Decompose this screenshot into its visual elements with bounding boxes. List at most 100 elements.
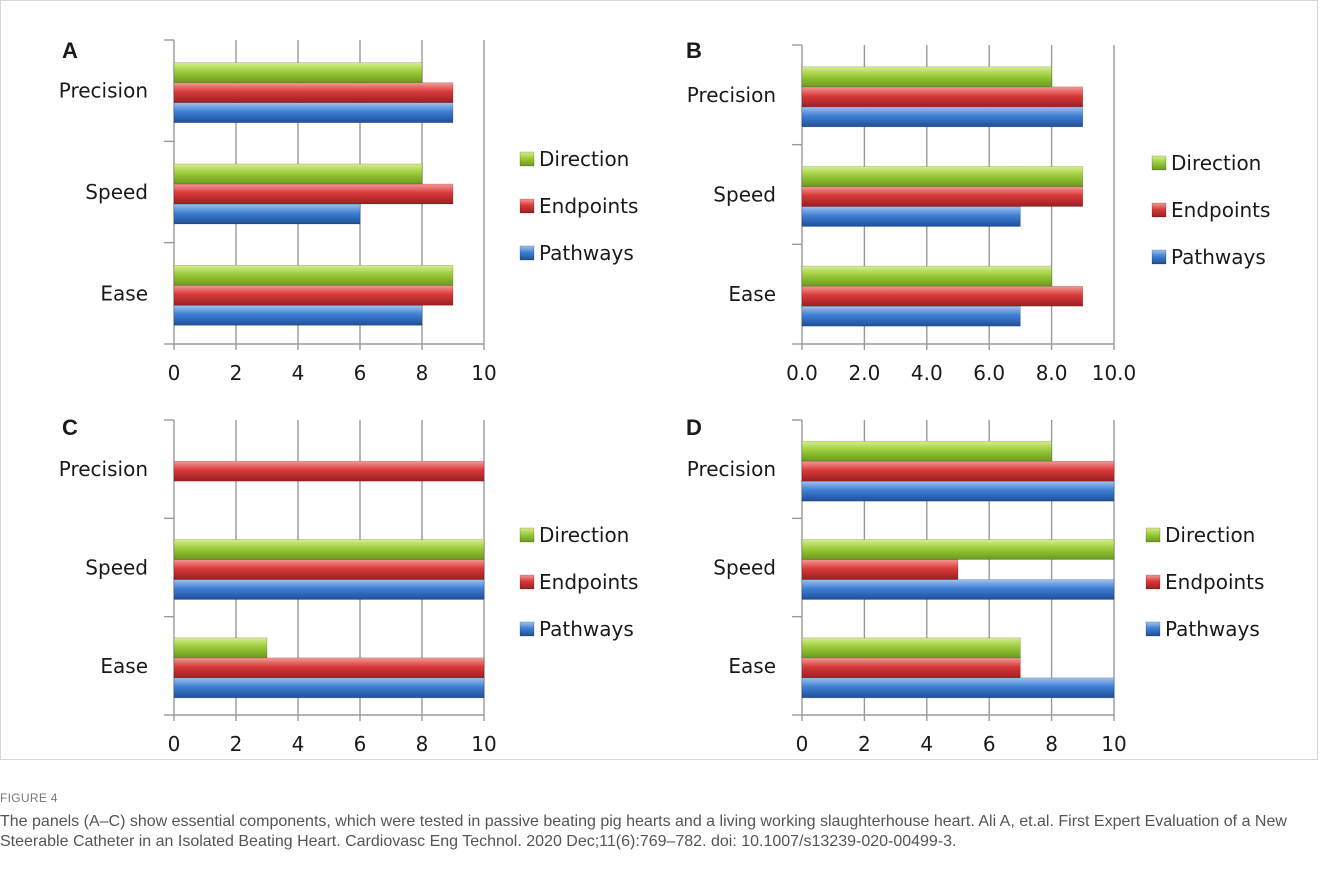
x-tick-label: 2.0 xyxy=(848,361,880,385)
figure-frame xyxy=(0,0,1318,760)
legend-label-pathways: Pathways xyxy=(539,241,634,265)
legend-label-endpoints: Endpoints xyxy=(1171,198,1270,222)
legend-swatch-direction xyxy=(519,151,535,167)
y-category-label: Speed xyxy=(713,183,776,207)
bar-direction xyxy=(801,440,1052,462)
legend-swatch-endpoints xyxy=(519,574,535,590)
legend-swatch-direction xyxy=(519,527,535,543)
bar-endpoints xyxy=(173,657,485,679)
bar-direction xyxy=(801,637,1021,659)
bar-endpoints xyxy=(801,285,1084,307)
bar-pathways xyxy=(173,579,485,600)
legend-label-direction: Direction xyxy=(539,523,629,547)
y-category-label: Speed xyxy=(85,556,148,580)
legend-swatch-endpoints xyxy=(519,198,535,214)
legend-swatch-pathways xyxy=(1145,621,1161,637)
bar-endpoints xyxy=(173,183,454,205)
bar-endpoints xyxy=(801,460,1115,482)
y-category-label: Precision xyxy=(59,457,148,481)
x-tick-label: 6.0 xyxy=(973,361,1005,385)
bar-direction xyxy=(173,539,485,560)
bar-endpoints xyxy=(801,559,959,580)
bar-direction xyxy=(173,62,423,83)
bar-direction xyxy=(173,637,268,659)
legend-label-endpoints: Endpoints xyxy=(1165,570,1264,594)
y-category-label: Ease xyxy=(100,654,148,678)
bar-pathways xyxy=(801,106,1084,128)
bar-pathways xyxy=(173,102,454,123)
x-tick-label: 10.0 xyxy=(1092,361,1137,385)
x-tick-label: 10 xyxy=(471,732,496,756)
bar-pathways xyxy=(173,305,423,326)
figure-caption: The panels (A–C) show essential componen… xyxy=(0,813,1287,850)
figure-label: FIGURE 4 xyxy=(0,791,58,805)
bar-direction xyxy=(173,163,423,185)
bar-endpoints xyxy=(801,186,1084,207)
x-tick-label: 6 xyxy=(983,732,996,756)
bar-pathways xyxy=(801,305,1021,327)
x-tick-label: 6 xyxy=(354,361,367,385)
x-tick-label: 0 xyxy=(168,732,181,756)
x-tick-label: 8 xyxy=(416,361,429,385)
x-tick-label: 0.0 xyxy=(786,361,818,385)
legend-swatch-endpoints xyxy=(1151,202,1167,218)
legend-label-direction: Direction xyxy=(1165,523,1255,547)
bar-direction xyxy=(801,539,1115,560)
x-tick-label: 10 xyxy=(1101,732,1126,756)
x-tick-label: 2 xyxy=(230,732,243,756)
bar-pathways xyxy=(801,579,1115,600)
legend-label-direction: Direction xyxy=(539,147,629,171)
bar-endpoints xyxy=(173,82,454,103)
bar-direction xyxy=(801,66,1052,88)
panel-label-C: C xyxy=(62,415,78,440)
bar-endpoints xyxy=(173,285,454,306)
x-tick-label: 4 xyxy=(292,361,305,385)
bar-pathways xyxy=(173,203,361,225)
x-tick-label: 2 xyxy=(230,361,243,385)
y-category-label: Precision xyxy=(687,83,776,107)
panel-label-A: A xyxy=(62,38,78,63)
panel-label-B: B xyxy=(686,38,702,63)
legend-swatch-pathways xyxy=(519,245,535,261)
x-tick-label: 6 xyxy=(354,732,367,756)
legend-label-pathways: Pathways xyxy=(1171,245,1266,269)
legend-swatch-endpoints xyxy=(1145,574,1161,590)
bar-pathways xyxy=(801,480,1115,502)
x-tick-label: 0 xyxy=(168,361,181,385)
bar-endpoints xyxy=(173,559,485,580)
panel-label-D: D xyxy=(686,415,702,440)
bar-pathways xyxy=(801,206,1021,227)
figure-charts: A 0 2 4 6 8 10 Precision Speed Ease Direction Endpo… xyxy=(59,38,1271,756)
bar-pathways xyxy=(173,677,485,699)
legend-swatch-pathways xyxy=(1151,249,1167,265)
y-category-label: Ease xyxy=(100,281,148,305)
y-category-label: Ease xyxy=(728,282,776,306)
x-tick-label: 4.0 xyxy=(911,361,943,385)
bar-endpoints xyxy=(801,657,1021,679)
bar-direction xyxy=(801,166,1084,187)
legend-label-endpoints: Endpoints xyxy=(539,570,638,594)
legend-swatch-direction xyxy=(1145,527,1161,543)
y-category-label: Precision xyxy=(687,457,776,481)
legend-swatch-direction xyxy=(1151,155,1167,171)
bar-endpoints xyxy=(173,460,485,482)
x-tick-label: 0 xyxy=(796,732,809,756)
bar-direction xyxy=(801,265,1052,287)
legend-swatch-pathways xyxy=(519,621,535,637)
y-category-label: Speed xyxy=(713,556,776,580)
bar-endpoints xyxy=(801,86,1084,108)
bar-pathways xyxy=(801,677,1115,699)
x-tick-label: 8.0 xyxy=(1036,361,1068,385)
legend-label-direction: Direction xyxy=(1171,151,1261,175)
x-tick-label: 8 xyxy=(1045,732,1058,756)
bar-direction xyxy=(173,265,454,286)
x-tick-label: 2 xyxy=(858,732,871,756)
x-tick-label: 10 xyxy=(471,361,496,385)
legend-label-endpoints: Endpoints xyxy=(539,194,638,218)
legend-label-pathways: Pathways xyxy=(539,617,634,641)
y-category-label: Ease xyxy=(728,654,776,678)
x-tick-label: 4 xyxy=(292,732,305,756)
y-category-label: Speed xyxy=(85,180,148,204)
legend-label-pathways: Pathways xyxy=(1165,617,1260,641)
x-tick-label: 4 xyxy=(920,732,933,756)
